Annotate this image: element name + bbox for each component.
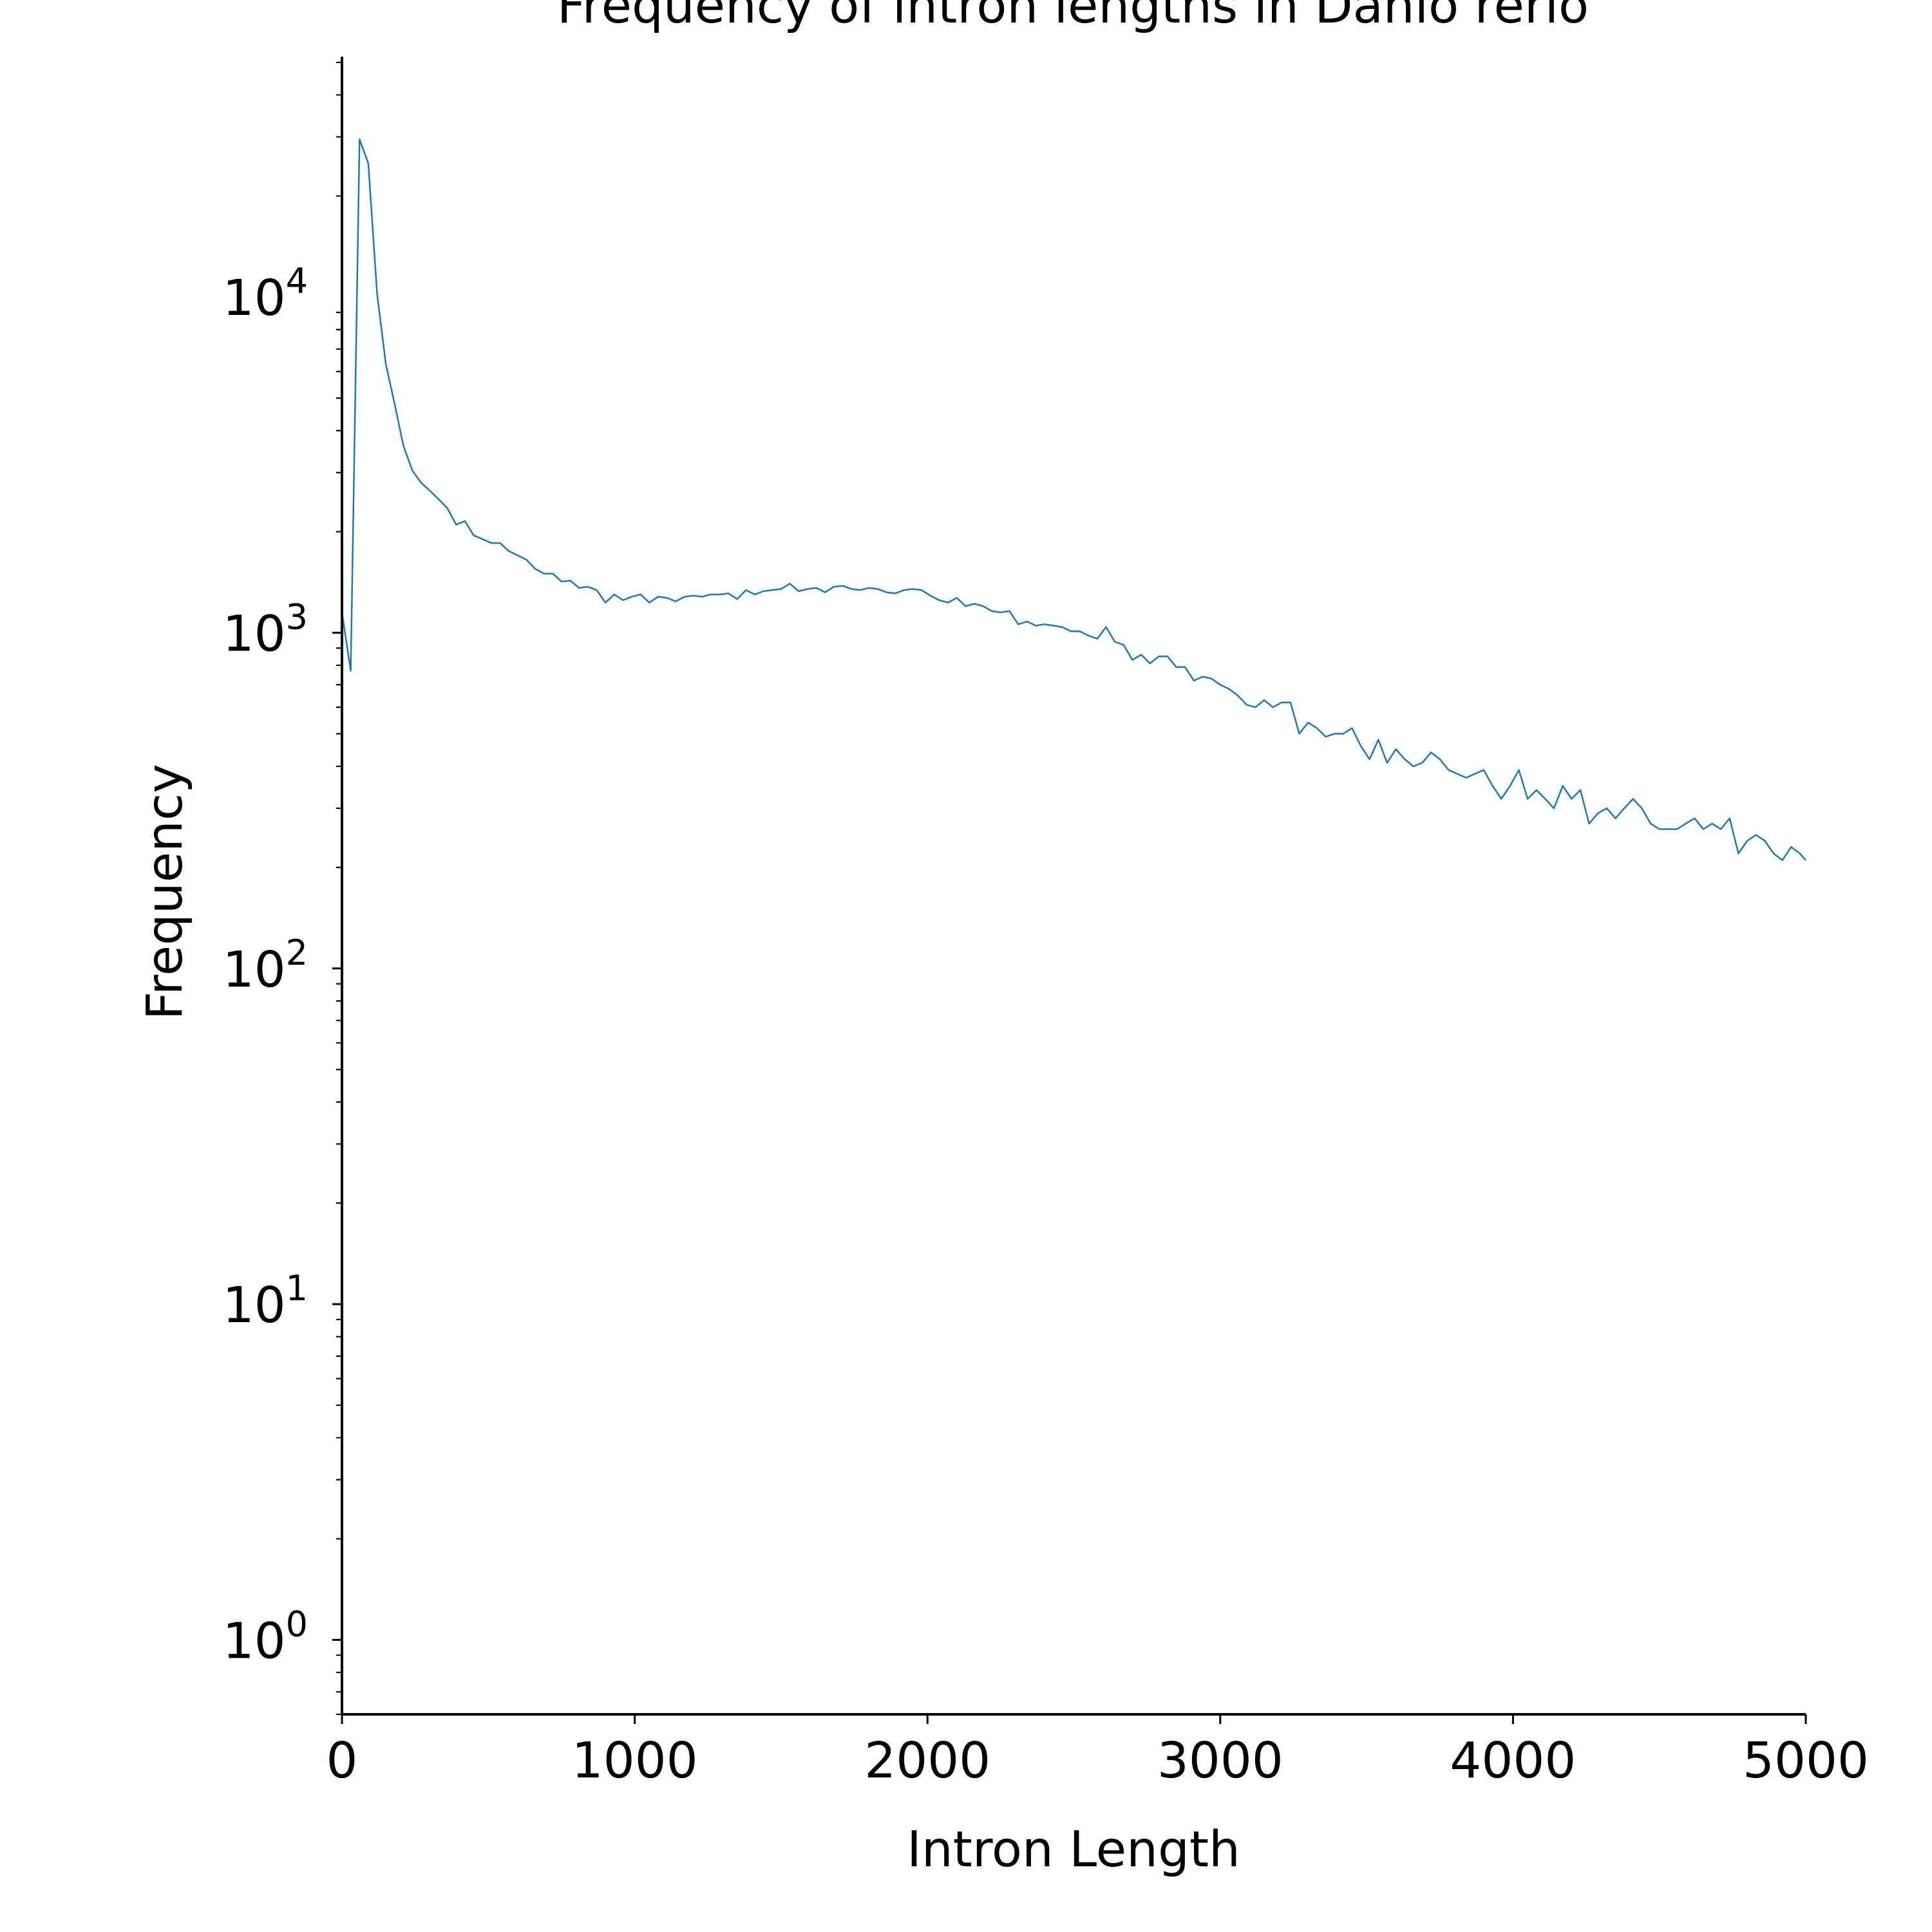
y-tick-label: 100 [223, 1604, 308, 1670]
x-axis-label: Intron Length [907, 1821, 1240, 1879]
x-ticks: 0 1000 2000 3000 4000 5000 [327, 1714, 1869, 1790]
y-tick-label: 103 [223, 597, 308, 663]
x-tick-label: 4000 [1450, 1732, 1576, 1790]
y-tick-label: 104 [223, 261, 308, 327]
x-tick-label: 3000 [1157, 1732, 1283, 1790]
plot-area [341, 138, 1806, 862]
x-tick-label: 1000 [572, 1732, 698, 1790]
y-ticks: 100 101 102 103 104 [223, 61, 342, 1715]
x-tick-label: 5000 [1743, 1732, 1869, 1790]
x-tick-label: 0 [327, 1732, 358, 1790]
chart-title: Frequency of intron lengths in Danio rer… [557, 0, 1589, 35]
y-tick-label: 101 [223, 1268, 308, 1334]
y-tick-label: 102 [223, 933, 308, 999]
x-tick-label: 2000 [864, 1732, 990, 1790]
series-line [341, 138, 1806, 862]
y-axis-label: Frequency [137, 764, 194, 1020]
